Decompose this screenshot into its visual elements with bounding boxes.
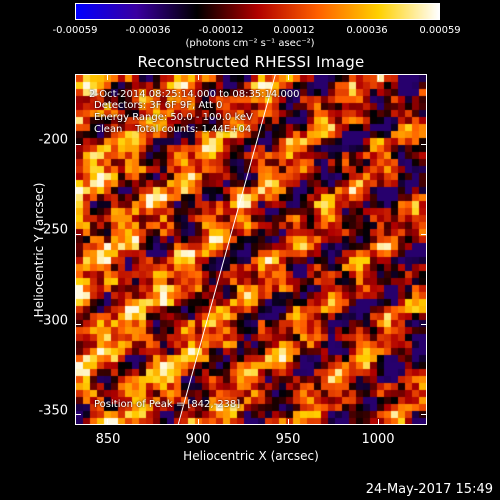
x-tick-mark	[197, 419, 199, 425]
x-tick-mark	[288, 74, 289, 80]
colorbar-tick: -0.00059	[52, 25, 98, 36]
y-tick-mark	[75, 324, 81, 326]
y-tick-label: -300	[38, 313, 68, 329]
y-tick-mark	[75, 234, 81, 236]
plot-timestamp: 24-May-2017 15:49	[365, 482, 493, 497]
y-tick-label: -250	[38, 222, 68, 238]
x-tick-mark	[107, 419, 109, 425]
y-axis-label: Heliocentric Y (arcsec)	[32, 182, 46, 318]
colorbar-tick: 0.00059	[419, 25, 461, 36]
colorbar-unit-label: (photons cm⁻² s⁻¹ asec⁻²)	[185, 38, 315, 49]
x-tick-mark	[107, 74, 109, 80]
x-tick-mark	[378, 419, 380, 425]
heatmap-image	[76, 75, 426, 424]
y-tick-mark	[75, 414, 81, 416]
y-tick-mark	[421, 144, 427, 146]
colorbar-tick: 0.00012	[273, 25, 315, 36]
y-tick-mark	[421, 414, 427, 416]
solar-limb-line	[177, 75, 276, 424]
clean-annotation: Clean Total counts: 1.44E+04	[94, 124, 252, 135]
plot-area: 2-Oct-2014 08:25:14.000 to 08:35:14.000 …	[75, 74, 427, 425]
overlay	[177, 75, 276, 424]
x-tick-mark	[288, 419, 289, 425]
colorbar-tick: -0.00012	[198, 25, 244, 36]
x-tick-label: 1000	[361, 432, 395, 447]
x-tick-mark	[197, 74, 199, 80]
detectors-annotation: Detectors: 3F 6F 9F, Att 0	[94, 100, 223, 111]
x-tick-mark	[378, 74, 380, 80]
y-tick-label: -350	[38, 403, 68, 419]
y-tick-mark	[421, 234, 427, 236]
colorbar-tick: 0.00036	[346, 25, 388, 36]
y-tick-mark	[75, 144, 81, 146]
peak-annotation: Position of Peak = [842,-238]	[94, 399, 241, 410]
time-range-annotation: 2-Oct-2014 08:25:14.000 to 08:35:14.000	[89, 89, 300, 100]
y-tick-label: -200	[38, 132, 68, 148]
y-tick-mark	[421, 324, 427, 326]
x-tick-label: 850	[95, 432, 121, 447]
colorbar	[75, 3, 440, 20]
x-axis-label: Heliocentric X (arcsec)	[183, 449, 319, 463]
x-tick-label: 900	[185, 432, 211, 447]
colorbar-tick: -0.00036	[125, 25, 171, 36]
chart-title: Reconstructed RHESSI Image	[137, 53, 365, 71]
energy-annotation: Energy Range: 50.0 - 100.0 keV	[94, 112, 253, 123]
x-tick-label: 950	[275, 432, 301, 447]
